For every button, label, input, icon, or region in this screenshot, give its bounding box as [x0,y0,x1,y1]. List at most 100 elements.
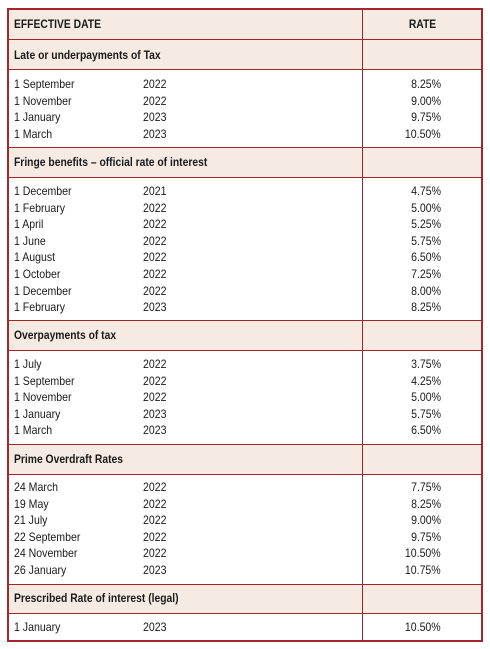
row-year: 2022 [143,390,167,405]
row-year: 2022 [143,496,167,511]
row-date: 1 March [14,423,53,438]
row-date: 1 August [14,250,56,265]
row-date: 1 November [14,93,72,108]
row-rate: 8.25% [411,77,441,91]
table-row: 22 September 2022 9.75% [9,529,481,546]
row-rate: 8.00% [411,283,441,298]
row-year: 2023 [143,300,167,315]
divider [9,69,481,70]
row-year: 2022 [143,546,167,561]
row-date: 22 September [14,529,81,544]
section-title-background [9,148,481,177]
table-row: 1 January 2023 9.75% [9,109,481,126]
row-year: 2022 [143,480,167,494]
table-row: 1 August 2022 6.50% [9,249,481,266]
row-year: 2023 [143,126,167,141]
row-year: 2022 [143,529,167,544]
table-row: 24 November 2022 10.50% [9,545,481,562]
row-date: 1 September [14,77,75,91]
row-year: 2022 [143,77,167,91]
row-year: 2022 [143,217,167,232]
row-year: 2023 [143,620,167,634]
table-row: 1 December 2021 4.75% [9,183,481,200]
row-rate: 5.00% [411,200,441,215]
row-date: 26 January [14,563,67,577]
row-date: 1 September [14,373,75,388]
row-year: 2022 [143,250,167,265]
table-row: 1 March 2023 10.50% [9,126,481,143]
table-row: 1 December 2022 8.00% [9,283,481,300]
row-year: 2023 [143,110,167,125]
table-row: 1 September 2022 4.25% [9,373,481,390]
section-title: Prime Overdraft Rates [14,452,123,466]
header-rate: RATE [408,17,437,31]
row-date: 1 January [14,406,61,421]
row-rate: 9.00% [411,93,441,108]
row-rate: 9.75% [411,529,441,544]
row-year: 2022 [143,233,167,248]
section-title: Overpayments of tax [14,328,117,342]
table-row: 1 January 2023 10.50% [9,619,481,636]
divider [9,350,481,351]
row-rate: 7.75% [411,480,441,494]
row-rate: 5.25% [411,217,441,232]
table-row: 1 June 2022 5.75% [9,233,481,250]
row-rate: 10.50% [405,126,441,141]
row-date: 1 July [14,357,42,371]
row-date: 1 December [14,283,72,298]
row-date: 19 May [14,496,49,511]
row-rate: 5.00% [411,390,441,405]
row-date: 1 January [14,620,61,634]
column-divider [362,10,363,640]
row-rate: 10.50% [405,546,441,561]
row-rate: 6.50% [411,423,441,438]
row-date: 1 January [14,110,61,125]
row-rate: 10.75% [405,563,441,577]
divider [9,39,481,40]
table-row: 1 April 2022 5.25% [9,216,481,233]
section-title-background [9,585,481,614]
row-year: 2023 [143,406,167,421]
row-year: 2023 [143,563,167,577]
divider [9,444,481,445]
table-row: 1 March 2023 6.50% [9,422,481,439]
row-date: 1 June [14,233,46,248]
row-date: 21 July [14,513,48,528]
table-row: 1 February 2023 8.25% [9,299,481,316]
row-rate: 10.50% [405,620,441,634]
section-title: Late or underpayments of Tax [14,48,161,62]
row-date: 1 April [14,217,44,232]
divider [9,474,481,475]
row-rate: 9.00% [411,513,441,528]
row-date: 24 March [14,480,59,494]
row-year: 2022 [143,93,167,108]
row-date: 1 October [14,267,61,281]
row-date: 1 February [14,300,66,315]
table-row: 1 November 2022 9.00% [9,93,481,110]
table-row: 19 May 2022 8.25% [9,496,481,513]
row-year: 2022 [143,357,167,371]
row-rate: 6.50% [411,250,441,265]
table-row: 1 October 2022 7.25% [9,266,481,283]
divider [9,177,481,178]
divider [9,613,481,614]
row-year: 2022 [143,373,167,388]
row-year: 2022 [143,200,167,215]
divider [9,320,481,321]
row-rate: 5.75% [411,233,441,248]
table-row: 21 July 2022 9.00% [9,512,481,529]
row-year: 2022 [143,513,167,528]
row-rate: 3.75% [411,357,441,371]
table-row: 26 January 2023 10.75% [9,562,481,579]
row-date: 1 March [14,126,53,141]
rates-table: EFFECTIVE DATE RATE Late or underpayment… [7,8,483,642]
table-row: 24 March 2022 7.75% [9,479,481,496]
row-date: 1 February [14,200,66,215]
divider [9,147,481,148]
section-title: Prescribed Rate of interest (legal) [14,591,179,605]
row-year: 2022 [143,267,167,281]
section-title-background [9,321,481,350]
row-rate: 9.75% [411,110,441,125]
row-rate: 4.25% [411,373,441,388]
row-rate: 8.25% [411,300,441,315]
